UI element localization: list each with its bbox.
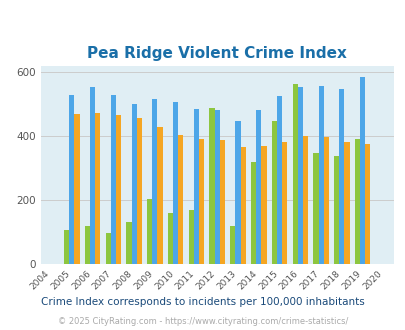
Bar	[354, 140, 359, 264]
Bar	[271, 121, 276, 264]
Bar	[95, 113, 100, 264]
Bar	[131, 104, 136, 264]
Bar	[240, 148, 245, 264]
Bar	[339, 89, 343, 264]
Bar	[261, 146, 266, 264]
Bar	[297, 87, 302, 264]
Bar	[214, 110, 219, 264]
Bar	[136, 118, 141, 264]
Text: © 2025 CityRating.com - https://www.cityrating.com/crime-statistics/: © 2025 CityRating.com - https://www.city…	[58, 317, 347, 326]
Bar	[173, 102, 178, 264]
Bar	[167, 213, 173, 264]
Bar	[178, 135, 183, 264]
Bar	[157, 127, 162, 264]
Bar	[318, 86, 323, 264]
Bar	[281, 142, 287, 264]
Bar	[230, 226, 235, 264]
Text: Crime Index corresponds to incidents per 100,000 inhabitants: Crime Index corresponds to incidents per…	[41, 297, 364, 307]
Bar	[364, 144, 369, 264]
Bar	[343, 142, 349, 264]
Bar	[90, 87, 95, 264]
Bar	[302, 136, 307, 264]
Bar	[250, 162, 256, 264]
Bar	[235, 121, 240, 264]
Bar	[359, 77, 364, 264]
Bar	[193, 109, 198, 264]
Bar	[256, 110, 261, 264]
Bar	[209, 108, 214, 264]
Bar	[74, 114, 79, 264]
Bar	[323, 137, 328, 264]
Bar	[69, 95, 74, 264]
Bar	[188, 210, 193, 264]
Bar	[333, 156, 339, 264]
Bar	[198, 140, 204, 264]
Bar	[219, 140, 224, 264]
Bar	[64, 230, 69, 264]
Bar	[152, 99, 157, 264]
Bar	[292, 83, 297, 264]
Bar	[105, 233, 111, 264]
Bar	[85, 226, 90, 264]
Bar	[147, 199, 152, 264]
Bar	[276, 96, 281, 264]
Title: Pea Ridge Violent Crime Index: Pea Ridge Violent Crime Index	[87, 46, 346, 61]
Bar	[126, 222, 131, 264]
Bar	[116, 115, 121, 264]
Bar	[313, 153, 318, 264]
Bar	[111, 95, 116, 264]
